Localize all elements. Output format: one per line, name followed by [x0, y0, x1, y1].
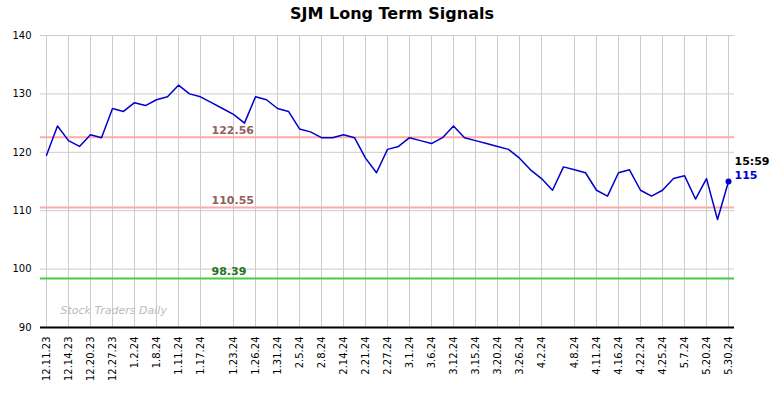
svg-text:4.8.24: 4.8.24 — [569, 337, 580, 369]
svg-text:140: 140 — [12, 30, 31, 41]
svg-text:2.14.24: 2.14.24 — [338, 337, 349, 375]
svg-text:Stock Traders Daily: Stock Traders Daily — [61, 304, 168, 317]
svg-text:120: 120 — [12, 147, 31, 158]
html-text:SJM Long Term Signals: SJM Long Term Signals — [290, 4, 494, 23]
svg-text:12.27.23: 12.27.23 — [107, 337, 118, 382]
svg-text:1.8.24: 1.8.24 — [151, 337, 162, 369]
svg-text:122.56: 122.56 — [212, 124, 255, 137]
svg-text:3.1.24: 3.1.24 — [404, 337, 415, 369]
svg-text:5.7.24: 5.7.24 — [679, 337, 690, 369]
svg-text:12.14.23: 12.14.23 — [63, 337, 74, 382]
svg-text:100: 100 — [12, 263, 31, 274]
svg-text:4.16.24: 4.16.24 — [613, 337, 624, 375]
svg-text:1.17.24: 1.17.24 — [195, 337, 206, 375]
svg-text:3.26.24: 3.26.24 — [514, 337, 525, 375]
svg-text:1.11.24: 1.11.24 — [173, 337, 184, 375]
svg-text:130: 130 — [12, 88, 31, 99]
svg-text:12.20.23: 12.20.23 — [85, 337, 96, 382]
svg-text:1.23.24: 1.23.24 — [228, 337, 239, 375]
svg-text:1.2.24: 1.2.24 — [129, 337, 140, 369]
svg-text:2.27.24: 2.27.24 — [382, 337, 393, 375]
svg-text:5.30.24: 5.30.24 — [723, 337, 734, 375]
svg-text:3.6.24: 3.6.24 — [426, 337, 437, 369]
svg-text:2.8.24: 2.8.24 — [316, 337, 327, 369]
svg-text:4.25.24: 4.25.24 — [657, 337, 668, 375]
svg-text:4.11.24: 4.11.24 — [591, 337, 602, 375]
svg-text:115: 115 — [735, 169, 758, 182]
svg-text:4.2.24: 4.2.24 — [536, 337, 547, 369]
svg-text:15:59: 15:59 — [735, 155, 770, 168]
svg-text:3.12.24: 3.12.24 — [448, 337, 459, 375]
svg-text:1.31.24: 1.31.24 — [272, 337, 283, 375]
svg-text:4.22.24: 4.22.24 — [635, 337, 646, 375]
svg-text:110.55: 110.55 — [212, 194, 254, 207]
svg-text:5.20.24: 5.20.24 — [701, 337, 712, 375]
svg-text:2.21.24: 2.21.24 — [360, 337, 371, 375]
svg-text:90: 90 — [19, 322, 32, 333]
svg-text:12.11.23: 12.11.23 — [41, 337, 52, 382]
svg-text:3.15.24: 3.15.24 — [470, 337, 481, 375]
svg-text:1.26.24: 1.26.24 — [250, 337, 261, 375]
svg-text:2.5.24: 2.5.24 — [294, 337, 305, 369]
svg-text:3.20.24: 3.20.24 — [492, 337, 503, 375]
svg-text:98.39: 98.39 — [212, 265, 247, 278]
svg-text:110: 110 — [12, 205, 31, 216]
